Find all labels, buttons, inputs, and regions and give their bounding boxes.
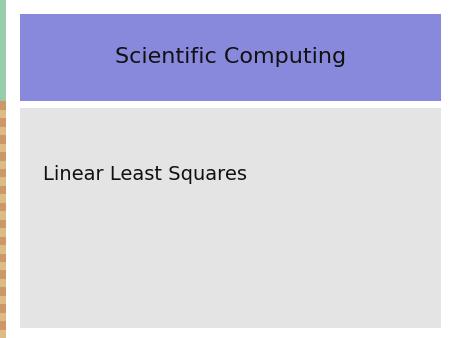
Bar	[0, 220, 6, 228]
Bar	[20, 108, 441, 328]
Bar	[0, 177, 6, 186]
Bar	[0, 101, 6, 110]
Bar	[0, 245, 6, 254]
Bar	[0, 330, 6, 338]
Bar	[0, 262, 6, 270]
Bar	[0, 279, 6, 287]
Bar	[0, 186, 6, 194]
Bar	[0, 296, 6, 304]
Bar	[0, 270, 6, 279]
Bar	[0, 313, 6, 321]
Bar	[0, 203, 6, 211]
Bar	[0, 169, 6, 177]
Bar	[0, 194, 6, 203]
Bar	[0, 152, 6, 161]
Bar	[0, 118, 6, 127]
Bar	[0, 237, 6, 245]
Bar	[0, 127, 6, 135]
Bar	[20, 14, 441, 101]
Bar	[0, 321, 6, 330]
Bar	[0, 287, 6, 296]
Bar	[0, 144, 6, 152]
Bar	[0, 254, 6, 262]
Bar	[0, 211, 6, 220]
Bar	[0, 110, 6, 118]
Bar	[0, 304, 6, 313]
Bar	[0, 161, 6, 169]
Text: Linear Least Squares: Linear Least Squares	[43, 165, 247, 184]
Bar	[0, 228, 6, 237]
Bar	[0, 135, 6, 144]
Text: Scientific Computing: Scientific Computing	[115, 47, 346, 68]
Bar	[0, 0, 6, 101]
